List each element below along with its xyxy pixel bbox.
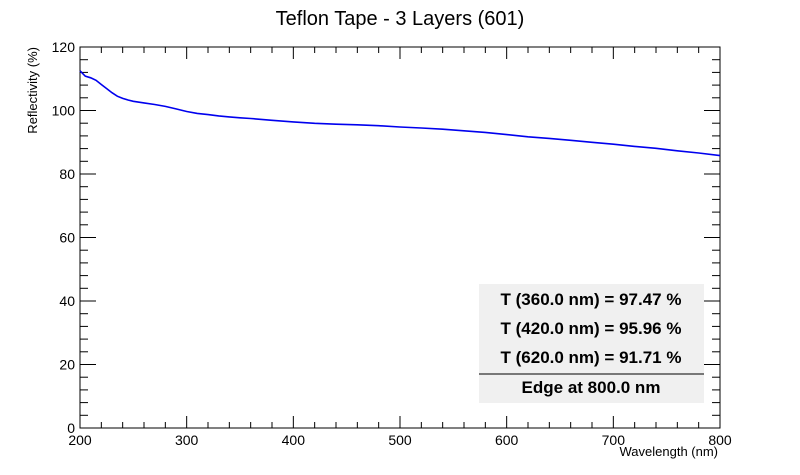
y-tick-label: 120 xyxy=(52,39,76,55)
x-tick-label: 300 xyxy=(175,432,199,448)
axis-ticks xyxy=(79,46,721,429)
x-tick-label: 400 xyxy=(282,432,306,448)
y-axis-title: Reflectivity (%) xyxy=(25,47,40,134)
x-tick-label: 600 xyxy=(495,432,519,448)
y-tick-label: 80 xyxy=(59,166,75,182)
stats-box: T (360.0 nm) = 97.47 % T (420.0 nm) = 95… xyxy=(479,284,704,403)
stats-line-620: T (620.0 nm) = 91.71 % xyxy=(501,348,682,367)
reflectivity-series-line xyxy=(79,70,721,157)
y-tick-label: 0 xyxy=(67,420,75,436)
x-tick-label: 800 xyxy=(708,432,732,448)
stats-box-background xyxy=(479,284,704,403)
x-tick-label: 200 xyxy=(68,432,92,448)
y-tick-label: 20 xyxy=(59,357,75,373)
stats-edge-label: Edge at 800.0 nm xyxy=(522,378,661,397)
y-tick-label: 100 xyxy=(52,103,76,119)
x-tick-label: 700 xyxy=(602,432,626,448)
stats-line-420: T (420.0 nm) = 95.96 % xyxy=(501,319,682,338)
chart-title: Teflon Tape - 3 Layers (601) xyxy=(276,8,525,30)
y-tick-label: 40 xyxy=(59,293,75,309)
tick-labels: 200 300 400 500 600 700 800 0 20 40 60 80 100 120 xyxy=(52,39,732,448)
y-tick-label: 60 xyxy=(59,230,75,246)
x-tick-label: 500 xyxy=(388,432,412,448)
x-axis-title: Wavelength (nm) xyxy=(620,444,719,459)
stats-line-360: T (360.0 nm) = 97.47 % xyxy=(501,290,682,309)
